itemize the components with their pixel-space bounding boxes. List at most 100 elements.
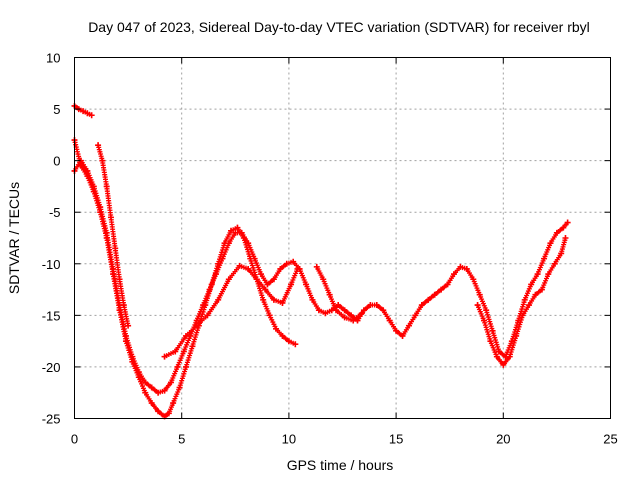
data-point: [200, 302, 207, 309]
data-point: [264, 281, 271, 288]
data-point: [116, 276, 123, 283]
data-point: [290, 258, 297, 265]
data-point: [360, 307, 367, 314]
data-point: [225, 240, 232, 247]
data-point: [273, 325, 280, 332]
data-point: [97, 204, 104, 211]
data-point: [534, 271, 541, 278]
data-point: [513, 332, 520, 339]
x-axis-label: GPS time / hours: [287, 457, 394, 473]
data-point: [528, 281, 535, 288]
data-point: [245, 240, 252, 247]
data-point: [112, 245, 119, 252]
data-point: [84, 110, 91, 117]
data-point: [418, 302, 425, 309]
data-point: [474, 302, 481, 309]
data-point: [234, 224, 241, 231]
y-tick-label: -15: [42, 308, 61, 323]
data-point: [541, 255, 548, 262]
data-point: [547, 240, 554, 247]
y-tick-label: -25: [42, 412, 61, 427]
data-point: [521, 296, 528, 303]
x-tick-label: 15: [389, 432, 403, 447]
data-point: [236, 262, 243, 269]
data-point: [279, 332, 286, 339]
data-point: [294, 265, 301, 272]
data-point: [253, 276, 260, 283]
data-point: [551, 260, 558, 267]
data-point: [103, 229, 110, 236]
data-point: [519, 312, 526, 319]
data-point: [258, 271, 265, 278]
data-point: [431, 291, 438, 298]
data-point: [110, 265, 117, 272]
data-point: [90, 183, 97, 190]
x-tick-label: 20: [496, 432, 510, 447]
data-point: [335, 302, 342, 309]
data-point: [425, 296, 432, 303]
data-point: [167, 379, 174, 386]
data-point: [266, 312, 273, 319]
data-point: [170, 400, 177, 407]
data-point: [213, 271, 220, 278]
data-point: [270, 276, 277, 283]
data-point: [155, 408, 162, 415]
data-point: [333, 307, 340, 314]
data-point: [135, 369, 142, 376]
data-point: [405, 322, 412, 329]
data-points: [71, 102, 571, 420]
data-point: [172, 348, 179, 355]
x-tick-label: 25: [603, 432, 617, 447]
y-tick-label: 10: [46, 51, 60, 66]
data-point: [99, 157, 106, 164]
data-point: [350, 317, 357, 324]
y-tick-label: -10: [42, 257, 61, 272]
data-point: [487, 338, 494, 345]
data-point: [225, 276, 232, 283]
data-point: [358, 310, 365, 317]
data-point: [283, 260, 290, 267]
data-point: [189, 343, 196, 350]
y-axis-label: SDTVAR / TECUs: [6, 182, 22, 294]
data-point: [341, 307, 348, 314]
x-tick-label: 10: [282, 432, 296, 447]
data-point: [193, 322, 200, 329]
y-tick-label: 5: [53, 102, 60, 117]
data-point: [262, 286, 269, 293]
data-point: [496, 348, 503, 355]
data-point: [313, 263, 320, 270]
series-track-e: [161, 262, 301, 360]
data-point: [277, 265, 284, 272]
data-point: [500, 361, 507, 368]
data-point: [532, 291, 539, 298]
data-point: [103, 183, 110, 190]
data-point: [95, 142, 102, 149]
series-track-b: [71, 157, 571, 396]
data-point: [260, 296, 267, 303]
data-point: [180, 348, 187, 355]
data-point: [380, 307, 387, 314]
data-point: [320, 276, 327, 283]
series-track-c: [71, 102, 95, 119]
data-point: [182, 332, 189, 339]
data-point: [373, 302, 380, 309]
data-point: [142, 389, 149, 396]
data-point: [303, 281, 310, 288]
data-point: [238, 229, 245, 236]
data-point: [88, 112, 95, 119]
data-point: [476, 291, 483, 298]
plot-frame: [74, 57, 611, 419]
data-point: [288, 281, 295, 288]
data-point: [155, 389, 162, 396]
data-point: [463, 265, 470, 272]
data-point: [367, 302, 374, 309]
y-tick-label: -5: [49, 205, 61, 220]
data-point: [412, 312, 419, 319]
data-point: [341, 314, 348, 321]
data-point: [129, 353, 136, 360]
data-point: [553, 229, 560, 236]
data-point: [142, 379, 149, 386]
data-point: [481, 317, 488, 324]
chart-title: Day 047 of 2023, Sidereal Day-to-day VTE…: [88, 19, 590, 35]
